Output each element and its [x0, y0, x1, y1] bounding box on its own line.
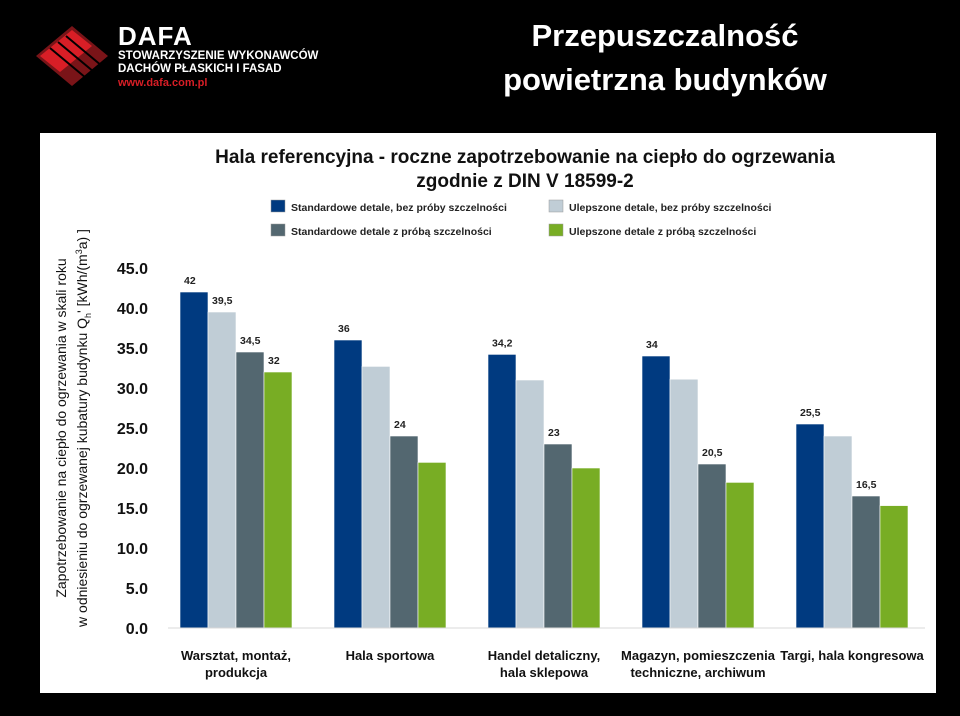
- x-category-label: Hala sportowa: [346, 648, 436, 663]
- legend-label: Ulepszone detale, bez próby szczelności: [569, 202, 772, 214]
- x-category-label: Warsztat, montaż,: [181, 648, 291, 663]
- bar-data-label: 34: [646, 339, 658, 351]
- logo-subtitle-2: DACHÓW PŁASKICH I FASAD: [118, 63, 282, 75]
- bar: [571, 467, 601, 629]
- chart-title-line-1: Hala referencyjna - roczne zapotrzebowan…: [215, 147, 835, 168]
- legend-label: Standardowe detale, bez próby szczelnośc…: [291, 202, 507, 214]
- logo-text: DAFA STOWARZYSZENIE WYKONAWCÓW DACHÓW PŁ…: [118, 22, 318, 90]
- bar-data-label: 20,5: [702, 447, 723, 459]
- dafa-logo-mark-icon: [36, 26, 108, 86]
- chart-title-line-2: zgodnie z DIN V 18599-2: [416, 171, 634, 192]
- slide-title: Przepuszczalność powietrzna budynków: [430, 14, 900, 102]
- x-category-label: hala sklepowa: [500, 665, 589, 680]
- bar-data-label: 42: [184, 275, 196, 287]
- bar: [417, 462, 447, 629]
- bar-data-label: 23: [548, 427, 560, 439]
- slide-title-line-1: Przepuszczalność: [531, 18, 799, 53]
- bar: [179, 291, 209, 629]
- bar: [389, 435, 419, 629]
- bar: [879, 505, 909, 629]
- legend-swatch: [270, 223, 286, 237]
- y-tick-label: 0.0: [126, 621, 148, 638]
- x-axis-labels: Warsztat, montaż, produkcja Hala sportowa H…: [181, 648, 925, 680]
- chart-panel: Hala referencyjna - roczne zapotrzebowan…: [40, 133, 936, 693]
- logo-url: www.dafa.com.pl: [118, 77, 208, 89]
- bar: [263, 371, 293, 629]
- y-tick-label: 25.0: [117, 421, 148, 438]
- bar: [823, 435, 853, 629]
- logo-subtitle-1: STOWARZYSZENIE WYKONAWCÓW: [118, 50, 319, 62]
- bar: [697, 463, 727, 629]
- legend-swatch: [548, 199, 564, 213]
- y-tick-label: 5.0: [126, 581, 148, 598]
- bar-data-label: 25,5: [800, 407, 821, 419]
- x-category-label: techniczne, archiwum: [630, 665, 765, 680]
- bar-data-label: 16,5: [856, 479, 877, 491]
- bar: [725, 482, 755, 629]
- bar-data-label: 24: [394, 419, 406, 431]
- bar-data-label: 34,5: [240, 335, 261, 347]
- bar: [235, 351, 265, 629]
- legend: Standardowe detale, bez próby szczelnośc…: [270, 199, 772, 238]
- bar: [851, 495, 881, 629]
- x-category-label: Handel detaliczny,: [488, 648, 600, 663]
- bar: [669, 378, 699, 629]
- bar-data-label: 36: [338, 323, 350, 335]
- bar: [361, 366, 391, 629]
- y-tick-label: 20.0: [117, 461, 148, 478]
- bar-data-label: 39,5: [212, 295, 233, 307]
- x-category-label: Targi, hala kongresowa: [780, 648, 924, 663]
- slide-header: DAFA STOWARZYSZENIE WYKONAWCÓW DACHÓW PŁ…: [0, 0, 960, 118]
- legend-label: Standardowe detale z próbą szczelności: [291, 226, 492, 238]
- bar-data-label: 34,2: [492, 337, 513, 349]
- y-tick-label: 45.0: [117, 261, 148, 278]
- x-category-label: Magazyn, pomieszczenia: [621, 648, 776, 663]
- bar: [641, 355, 671, 629]
- y-tick-label: 30.0: [117, 381, 148, 398]
- bar: [207, 311, 237, 629]
- y-tick-label: 15.0: [117, 501, 148, 518]
- legend-swatch: [270, 199, 286, 213]
- bar-data-label: 32: [268, 355, 280, 367]
- y-axis-title-line-1: Zapotrzebowanie na ciepło do ogrzewania …: [53, 258, 69, 597]
- y-tick-label: 40.0: [117, 301, 148, 318]
- bars: [179, 291, 909, 629]
- legend-label: Ulepszone detale z próbą szczelności: [569, 226, 756, 238]
- legend-swatch: [548, 223, 564, 237]
- slide-title-line-2: powietrzna budynków: [503, 62, 827, 97]
- bar: [515, 379, 545, 629]
- y-axis-title: Zapotrzebowanie na ciepło do ogrzewania …: [53, 229, 93, 628]
- bar: [333, 339, 363, 629]
- dafa-logo: [36, 26, 108, 86]
- bar-chart: Hala referencyjna - roczne zapotrzebowan…: [53, 147, 925, 680]
- x-category-label: produkcja: [205, 665, 268, 680]
- logo-name: DAFA: [118, 21, 193, 51]
- bar: [487, 354, 517, 629]
- data-labels: 42 39,5 34,5 32 36 24 34,2 23 34 20,5 25,5 16,5: [184, 275, 877, 491]
- bar: [795, 423, 825, 629]
- y-tick-label: 35.0: [117, 341, 148, 358]
- y-axis-ticks: 0.0 5.0 10.0 15.0 20.0 25.0 30.0 35.0 40.0 45.0: [117, 261, 148, 638]
- y-axis-title-line-2: w odniesieniu do ogrzewanej kubatury bud…: [74, 229, 93, 628]
- y-tick-label: 10.0: [117, 541, 148, 558]
- bar: [543, 443, 573, 629]
